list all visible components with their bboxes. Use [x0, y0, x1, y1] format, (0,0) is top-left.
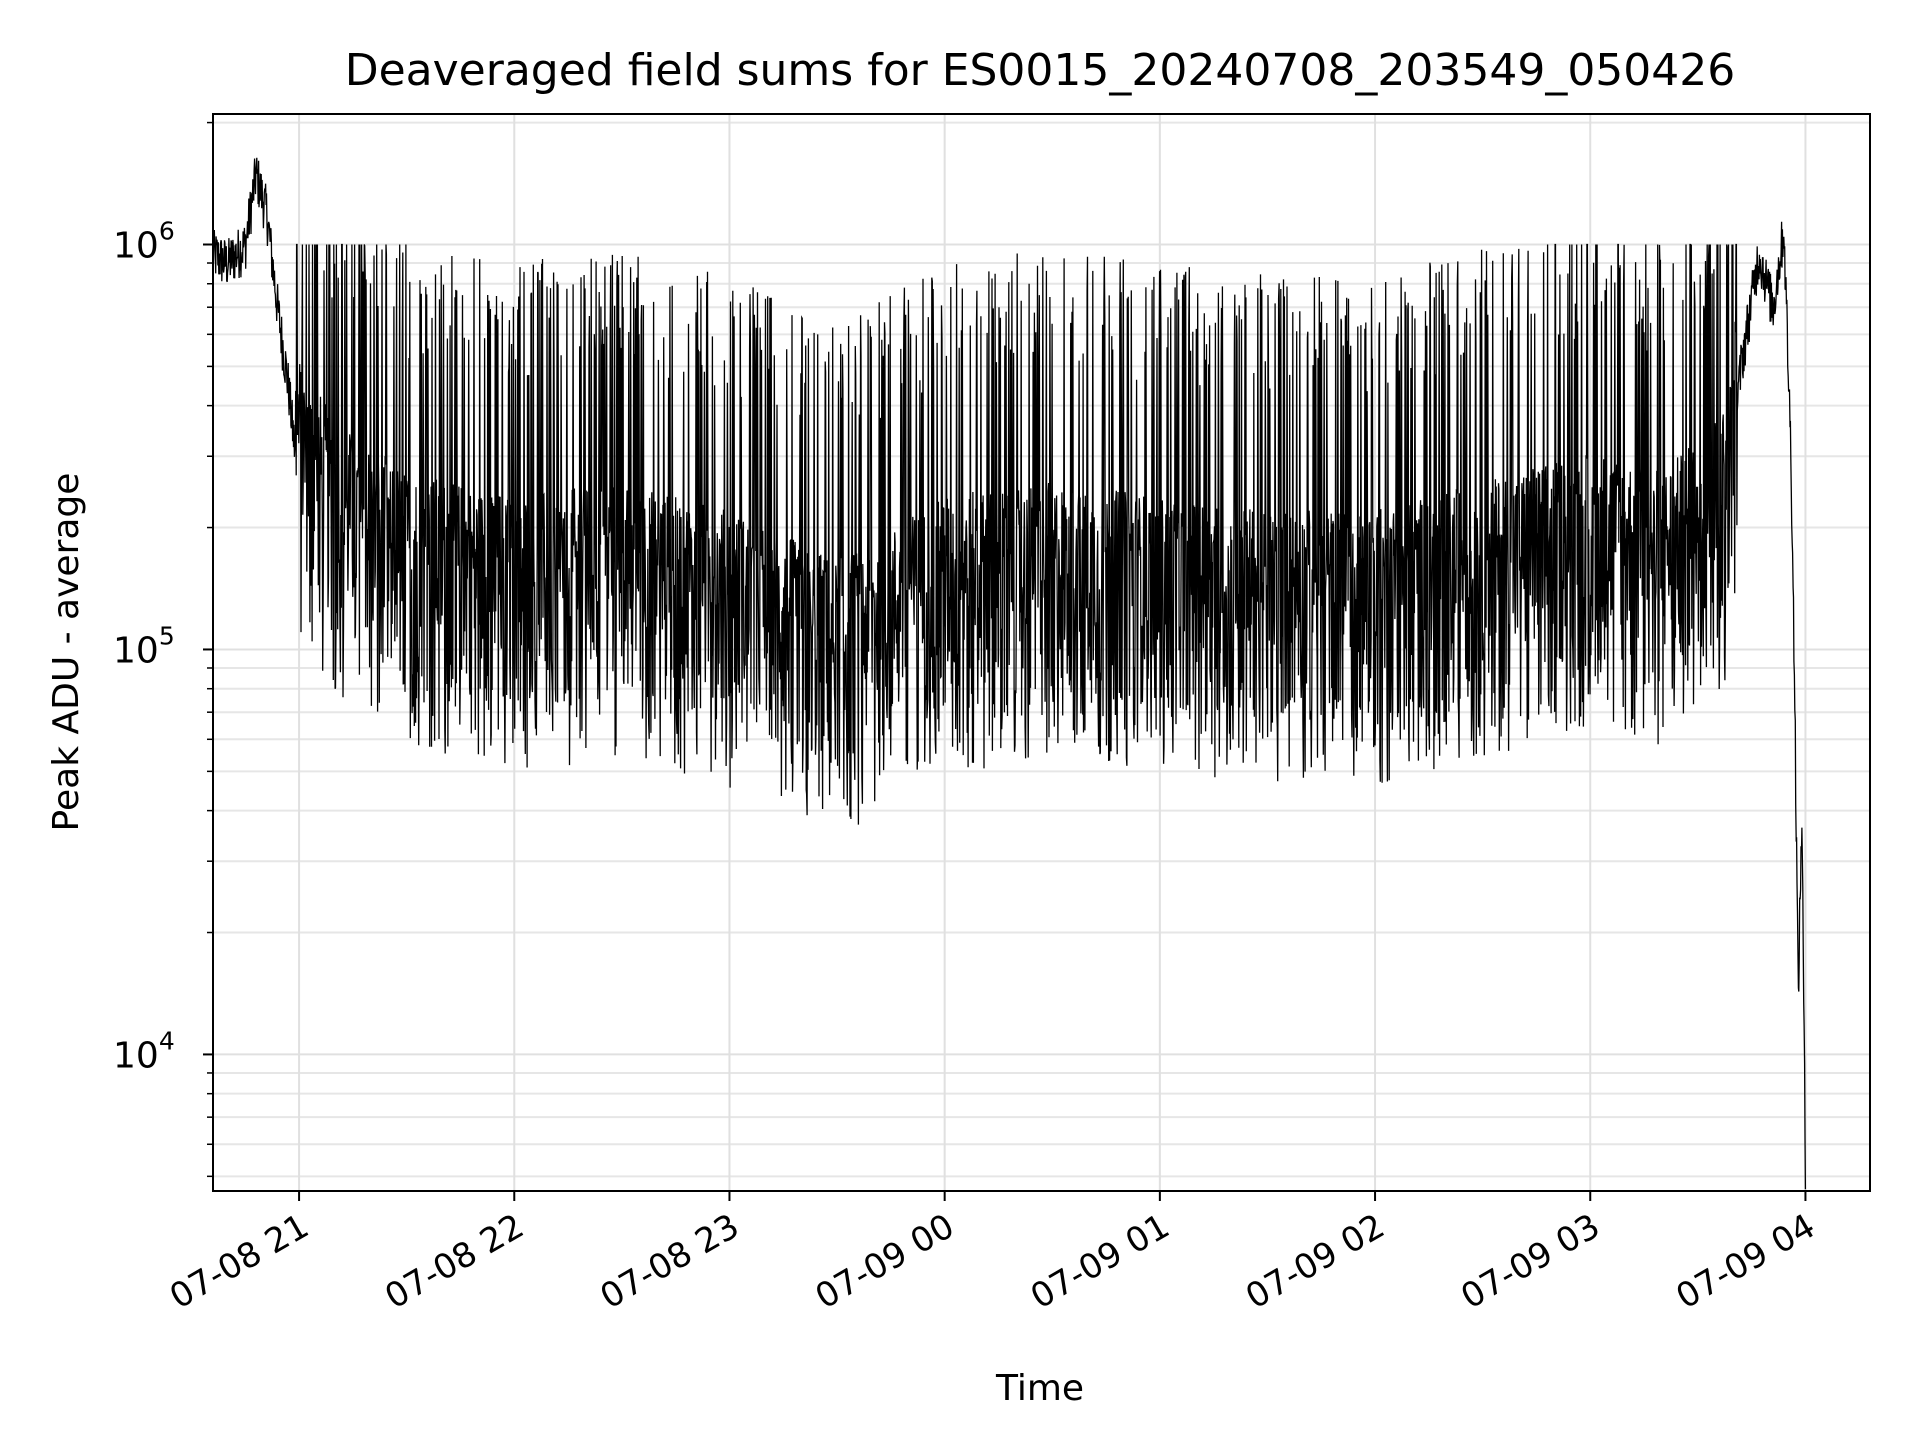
- y-axis: 104 105 106: [113, 121, 213, 1178]
- chart-title: Deaveraged field sums for ES0015_2024070…: [345, 45, 1736, 96]
- plot-frame: [212, 113, 1871, 1192]
- y-tick-label: 104: [113, 1026, 175, 1076]
- y-tick-label: 106: [113, 216, 175, 266]
- y-tick-label: 105: [113, 621, 175, 671]
- y-axis-label: Peak ADU - average: [46, 473, 87, 832]
- series-line: [212, 157, 1807, 1190]
- x-axis-label: Time: [995, 1368, 1084, 1409]
- plot-area: [212, 157, 1807, 1190]
